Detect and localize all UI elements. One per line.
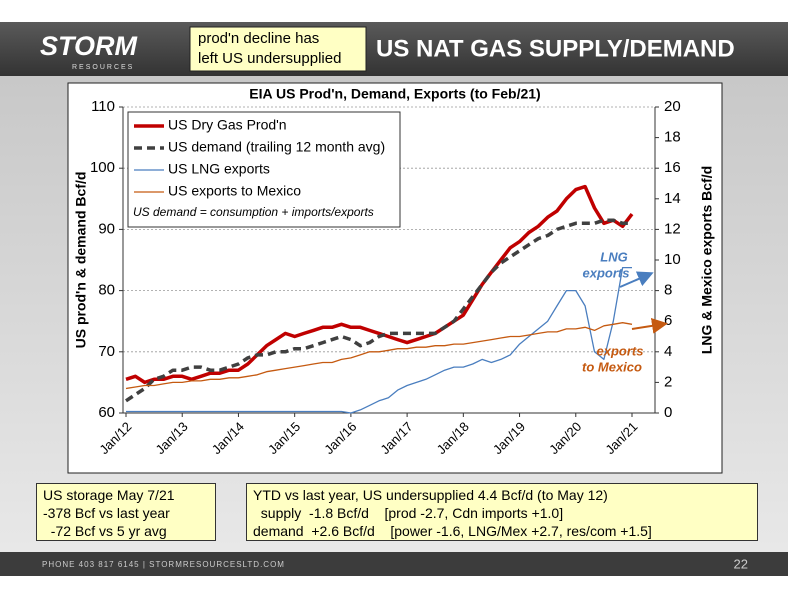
box-line: US storage May 7/21 (43, 487, 175, 503)
y2-tick-label: 2 (664, 373, 672, 390)
y-tick-label: 110 (91, 98, 115, 115)
annotation: US demand = consumption + imports/export… (133, 205, 374, 219)
callout-box (189, 26, 367, 72)
legend-label: US Dry Gas Prod'n (168, 117, 287, 133)
callout: prod'n decline has (198, 30, 319, 47)
y2-tick-label: 8 (664, 282, 672, 299)
y-tick-label: 100 (90, 159, 115, 176)
legend-box (127, 111, 401, 228)
footer-bar (0, 552, 788, 576)
box-line: supply -1.8 Bcf/d [prod -2.7, Cdn import… (253, 505, 564, 521)
arrow (631, 317, 668, 334)
y-label: US prod'n & demand Bcf/d (73, 172, 89, 349)
y2-tick-label: 20 (664, 98, 681, 115)
logo-sub: RESOURCES (72, 64, 134, 71)
series-line (125, 322, 633, 390)
annotation: LNG (600, 249, 627, 264)
box-line: -378 Bcf vs last year (43, 505, 170, 521)
y2-tick-label: 10 (664, 251, 681, 268)
callout: left US undersupplied (198, 50, 341, 67)
legend-label: US exports to Mexico (168, 183, 301, 199)
series-line (126, 266, 632, 414)
y2-tick-label: 4 (664, 343, 672, 360)
annotation: exports (583, 265, 630, 280)
legend-label: US LNG exports (168, 161, 270, 177)
ytd-box: YTD vs last year, US undersupplied 4.4 B… (246, 483, 758, 541)
y2-tick-label: 16 (664, 159, 681, 176)
slide-title: US NAT GAS SUPPLY/DEMAND (376, 35, 735, 62)
y2-tick-label: 14 (664, 190, 681, 207)
box-line: YTD vs last year, US undersupplied 4.4 B… (253, 487, 608, 503)
y2-tick-label: 6 (664, 312, 672, 329)
annotation: exports (597, 343, 644, 358)
y-tick-label: 70 (98, 343, 115, 360)
box-line: -72 Bcf vs 5 yr avg (43, 523, 167, 539)
series-line (125, 184, 634, 385)
chart-title: EIA US Prod'n, Demand, Exports (to Feb/2… (249, 86, 540, 102)
box-line: demand +2.6 Bcf/d [power -1.6, LNG/Mex +… (253, 523, 652, 539)
y2-tick-label: 12 (664, 220, 681, 237)
series-line (125, 218, 632, 403)
y-tick-label: 60 (98, 404, 115, 421)
y2-tick-label: 18 (664, 129, 681, 146)
y2-label: LNG & Mexico exports Bcf/d (699, 166, 715, 354)
storage-box: US storage May 7/21 -378 Bcf vs last yea… (36, 483, 216, 541)
page-number: 22 (734, 556, 748, 571)
arrow (619, 271, 654, 288)
logo: STORM (40, 31, 138, 61)
y-tick-label: 80 (98, 282, 115, 299)
legend-label: US demand (trailing 12 month avg) (168, 139, 385, 155)
annotation: to Mexico (582, 359, 642, 374)
header-bar (0, 22, 788, 76)
y2-tick-label: 0 (664, 404, 672, 421)
y-tick-label: 90 (98, 220, 115, 237)
footer-contact: PHONE 403 817 6145 | STORMRESOURCESLTD.C… (42, 560, 285, 569)
